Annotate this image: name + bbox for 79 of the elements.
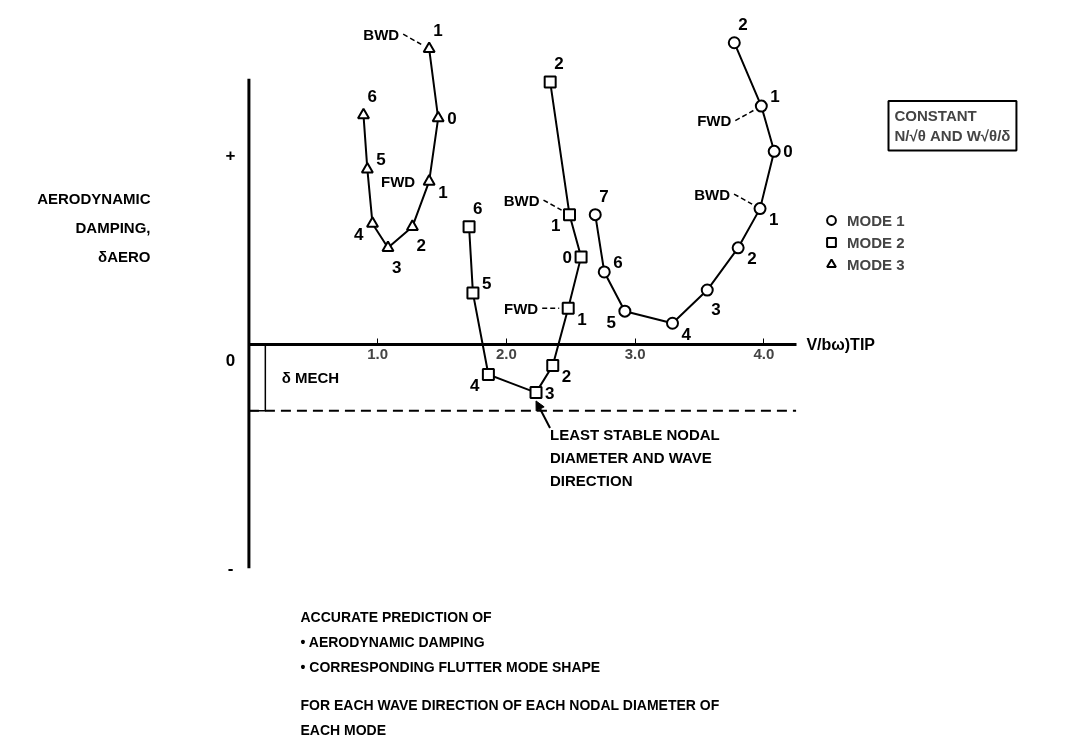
point — [462, 220, 476, 234]
annotation: 2 — [738, 14, 748, 34]
point — [561, 301, 575, 315]
annotation: 3 — [711, 299, 721, 319]
annotation: 6 — [367, 87, 377, 107]
point — [753, 202, 767, 216]
point — [466, 286, 480, 300]
annotation: FWD — [381, 172, 416, 190]
point — [481, 368, 495, 382]
point — [546, 358, 560, 372]
point — [618, 304, 632, 318]
annotation: 2 — [416, 236, 426, 256]
point — [422, 174, 436, 186]
annotation: 1 — [438, 182, 448, 202]
annotation: 1 — [577, 309, 587, 329]
annotation: FWD — [697, 112, 732, 130]
text: • CORRESPONDING FLUTTER MODE SHAPE — [300, 659, 601, 676]
point — [422, 41, 436, 53]
point — [754, 99, 768, 113]
text: AERODYNAMIC DAMPING, δAERO — [37, 189, 151, 266]
text: - — [227, 559, 234, 579]
x-tick-label: 1.0 — [367, 345, 389, 363]
annotation: 0 — [447, 109, 457, 129]
annotation: BWD — [694, 185, 731, 203]
annotation: 3 — [545, 383, 555, 403]
annotation: BWD — [363, 25, 400, 43]
legend-label: MODE 1 — [847, 210, 905, 231]
point — [381, 240, 395, 252]
x-tick-label: 3.0 — [624, 345, 646, 363]
annotation: 4 — [354, 225, 365, 245]
point — [431, 110, 445, 123]
annotation: 4 — [469, 375, 480, 395]
point — [665, 316, 679, 330]
annotation: 5 — [481, 273, 492, 293]
annotation: 1 — [769, 210, 779, 230]
point — [405, 219, 419, 231]
point — [357, 107, 370, 120]
x-tick-label: 4.0 — [753, 345, 775, 363]
point — [588, 208, 602, 222]
annotation: 0 — [562, 247, 573, 267]
ref-line-label: δ MECH — [281, 369, 340, 387]
annotation: 1 — [433, 21, 443, 40]
point — [727, 36, 741, 50]
x-tick-label: 2.0 — [495, 345, 517, 363]
annotation: BWD — [503, 191, 540, 209]
annotation: FWD — [504, 299, 539, 317]
point — [597, 265, 611, 279]
point — [731, 241, 745, 255]
point — [543, 75, 557, 89]
annotation: 1 — [770, 86, 780, 106]
text: + — [225, 145, 236, 165]
annotation: 2 — [554, 54, 564, 74]
annotation: 4 — [681, 324, 692, 344]
annotation: 7 — [599, 186, 609, 206]
point — [360, 162, 374, 174]
text: 0 — [225, 350, 236, 370]
annotation: 1 — [551, 216, 561, 236]
text: ACCURATE PREDICTION OF — [300, 609, 493, 626]
point — [767, 144, 781, 158]
text: FOR EACH WAVE DIRECTION OF EACH NODAL DIAMETER OF EACH MODE — [300, 696, 720, 738]
annotation: 6 — [613, 252, 623, 272]
x-axis-title: V/bω)TIP — [806, 335, 876, 353]
annotation: 2 — [561, 366, 572, 386]
annotation: 2 — [747, 249, 757, 269]
point — [574, 250, 588, 264]
annotation: LEAST STABLE NODAL DIAMETER AND WAVE DIRECTION — [550, 425, 720, 489]
text: • AERODYNAMIC DAMPING — [300, 634, 485, 651]
annotation: 5 — [376, 149, 386, 169]
annotation: 6 — [473, 198, 483, 218]
point — [529, 386, 543, 400]
point — [700, 283, 714, 297]
annotation: 3 — [391, 257, 402, 277]
annotation: 5 — [606, 312, 616, 332]
annotation: 0 — [783, 142, 793, 162]
legend-label: MODE 2 — [847, 232, 905, 253]
point — [366, 216, 380, 228]
point — [562, 208, 576, 222]
legend-label: MODE 3 — [847, 254, 905, 275]
legend-title: CONSTANT N/√θ AND W√θ/δ — [894, 107, 1011, 145]
